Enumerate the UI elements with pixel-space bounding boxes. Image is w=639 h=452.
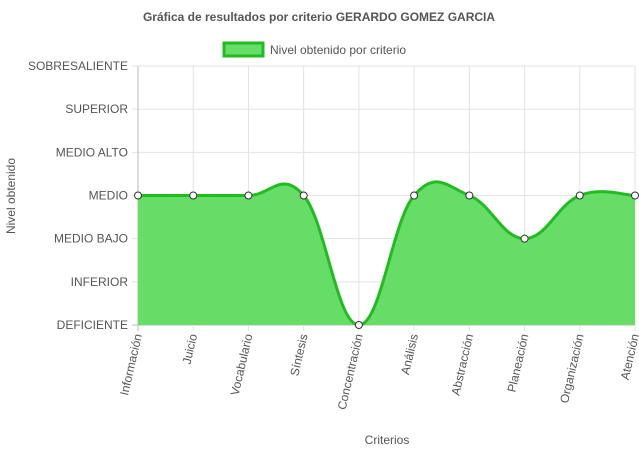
x-tick-label: Vocabulario: [228, 332, 256, 397]
data-point[interactable]: [466, 192, 473, 199]
x-tick-label: Concentración: [335, 333, 366, 412]
y-tick-label: MEDIO ALTO: [56, 145, 128, 159]
x-tick-label: Organización: [557, 333, 587, 405]
y-tick-label: SOBRESALIENTE: [28, 59, 128, 73]
legend-swatch: [224, 43, 263, 56]
data-point[interactable]: [355, 322, 362, 329]
series-area: [138, 182, 635, 325]
legend-label: Nivel obtenido por criterio: [270, 43, 406, 57]
x-tick-label: Planeación: [504, 333, 531, 394]
data-point[interactable]: [135, 192, 142, 199]
legend[interactable]: Nivel obtenido por criterio: [224, 43, 406, 57]
y-tick-label: MEDIO BAJO: [54, 232, 128, 246]
data-point[interactable]: [411, 192, 418, 199]
x-tick-label: Abstracción: [449, 333, 477, 397]
data-point[interactable]: [521, 235, 528, 242]
x-tick-label: Atención: [618, 333, 639, 382]
data-point[interactable]: [632, 192, 639, 199]
x-axis-title: Criterios: [365, 433, 410, 447]
data-point[interactable]: [190, 192, 197, 199]
data-point[interactable]: [300, 192, 307, 199]
y-axis-title: Nivel obtenido: [4, 158, 18, 234]
chart-title: Gráfica de resultados por criterio GERAR…: [143, 10, 495, 24]
y-tick-label: MEDIO: [89, 189, 128, 203]
data-point[interactable]: [245, 192, 252, 199]
y-tick-labels: DEFICIENTE INFERIOR MEDIO BAJO MEDIO MEDIO A…: [28, 59, 128, 332]
x-tick-label: Análisis: [398, 333, 421, 376]
x-tick-labels: Información Juicio Vocabulario Síntesis Conc…: [117, 332, 639, 411]
y-tick-label: DEFICIENTE: [57, 318, 128, 332]
x-tick-label: Síntesis: [287, 333, 310, 378]
y-tick-label: SUPERIOR: [65, 102, 128, 116]
data-point[interactable]: [576, 192, 583, 199]
x-tick-label: Juicio: [180, 332, 201, 365]
x-tick-label: Información: [117, 333, 145, 397]
y-tick-label: INFERIOR: [71, 275, 129, 289]
